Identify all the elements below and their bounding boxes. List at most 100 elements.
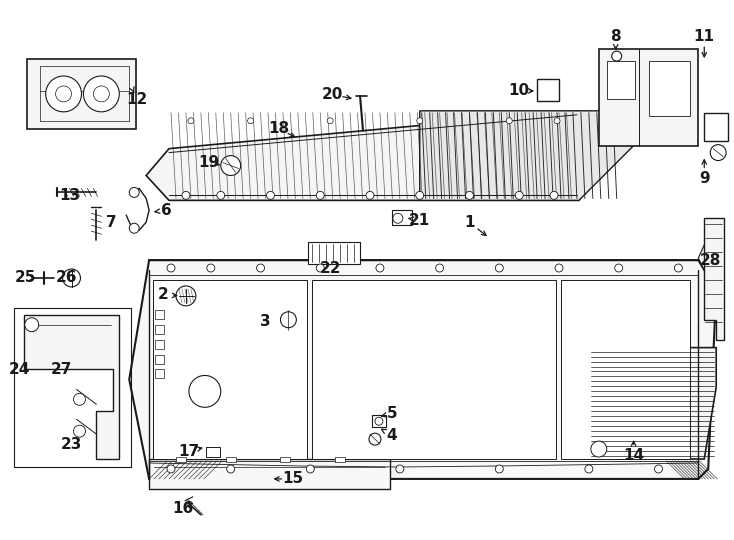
Circle shape xyxy=(376,264,384,272)
Bar xyxy=(704,113,728,140)
Bar xyxy=(155,340,164,349)
Circle shape xyxy=(266,191,275,199)
Circle shape xyxy=(396,465,404,473)
Bar xyxy=(335,457,345,462)
Circle shape xyxy=(46,76,81,112)
Circle shape xyxy=(369,433,381,445)
Text: 6: 6 xyxy=(161,203,172,218)
Circle shape xyxy=(614,264,622,272)
Text: 9: 9 xyxy=(699,171,710,186)
Bar xyxy=(155,325,164,334)
Circle shape xyxy=(129,223,139,233)
Text: 19: 19 xyxy=(198,155,219,170)
Text: 22: 22 xyxy=(319,260,341,275)
Text: 4: 4 xyxy=(387,428,397,443)
Circle shape xyxy=(393,213,403,223)
Circle shape xyxy=(247,118,253,124)
Circle shape xyxy=(611,51,622,61)
Circle shape xyxy=(217,191,225,199)
Text: 18: 18 xyxy=(268,122,289,136)
Circle shape xyxy=(73,425,85,437)
Bar xyxy=(14,308,131,467)
Circle shape xyxy=(280,312,297,328)
Circle shape xyxy=(227,465,235,473)
Bar xyxy=(312,280,556,459)
Text: 28: 28 xyxy=(700,253,721,267)
Polygon shape xyxy=(129,260,716,479)
Circle shape xyxy=(56,86,71,102)
Text: 10: 10 xyxy=(509,83,530,98)
Circle shape xyxy=(436,264,443,272)
Circle shape xyxy=(73,393,85,406)
Circle shape xyxy=(129,187,139,198)
Text: 5: 5 xyxy=(387,406,397,421)
Text: 23: 23 xyxy=(61,437,82,451)
Bar xyxy=(649,61,691,116)
Polygon shape xyxy=(23,315,120,459)
Circle shape xyxy=(207,264,215,272)
Circle shape xyxy=(711,145,726,160)
Bar xyxy=(280,457,291,462)
Polygon shape xyxy=(577,348,716,459)
Text: 16: 16 xyxy=(172,501,194,516)
Circle shape xyxy=(221,156,241,176)
Circle shape xyxy=(375,417,383,425)
Circle shape xyxy=(495,264,504,272)
Circle shape xyxy=(675,264,683,272)
Circle shape xyxy=(591,441,607,457)
Bar xyxy=(155,355,164,363)
Polygon shape xyxy=(599,49,698,146)
Bar xyxy=(561,280,691,459)
Circle shape xyxy=(182,191,190,199)
Bar xyxy=(392,210,412,225)
Text: 20: 20 xyxy=(321,87,343,103)
Polygon shape xyxy=(698,218,716,270)
Circle shape xyxy=(84,76,120,112)
Circle shape xyxy=(327,118,333,124)
Circle shape xyxy=(550,191,558,199)
Circle shape xyxy=(25,318,39,332)
Circle shape xyxy=(366,191,374,199)
Circle shape xyxy=(495,465,504,473)
Circle shape xyxy=(257,264,264,272)
Bar xyxy=(176,457,186,462)
Circle shape xyxy=(306,465,314,473)
Text: 27: 27 xyxy=(51,362,72,377)
Circle shape xyxy=(189,375,221,407)
Polygon shape xyxy=(26,59,137,129)
Circle shape xyxy=(585,465,593,473)
Text: 17: 17 xyxy=(178,443,200,458)
Text: 2: 2 xyxy=(158,287,168,302)
Circle shape xyxy=(62,269,81,287)
Text: 21: 21 xyxy=(409,213,430,228)
Bar xyxy=(607,61,635,99)
Text: 15: 15 xyxy=(282,471,303,487)
Text: 26: 26 xyxy=(56,271,77,286)
Bar xyxy=(155,310,164,319)
Polygon shape xyxy=(149,459,390,489)
Circle shape xyxy=(655,465,663,473)
Bar xyxy=(155,369,164,379)
Circle shape xyxy=(93,86,109,102)
Circle shape xyxy=(188,118,194,124)
Text: 25: 25 xyxy=(15,271,37,286)
Text: 24: 24 xyxy=(9,362,31,377)
Polygon shape xyxy=(146,111,619,200)
Text: 8: 8 xyxy=(611,29,621,44)
Text: 11: 11 xyxy=(694,29,715,44)
Circle shape xyxy=(554,118,560,124)
Bar xyxy=(537,79,559,101)
Circle shape xyxy=(506,118,512,124)
Bar xyxy=(206,447,219,457)
Circle shape xyxy=(417,118,423,124)
Text: 3: 3 xyxy=(261,314,271,329)
Text: 12: 12 xyxy=(126,92,148,107)
Text: 13: 13 xyxy=(59,188,80,203)
Circle shape xyxy=(515,191,523,199)
Circle shape xyxy=(167,465,175,473)
Bar xyxy=(372,415,386,427)
Polygon shape xyxy=(420,111,639,200)
Bar xyxy=(153,280,308,459)
Circle shape xyxy=(316,264,324,272)
Circle shape xyxy=(555,264,563,272)
